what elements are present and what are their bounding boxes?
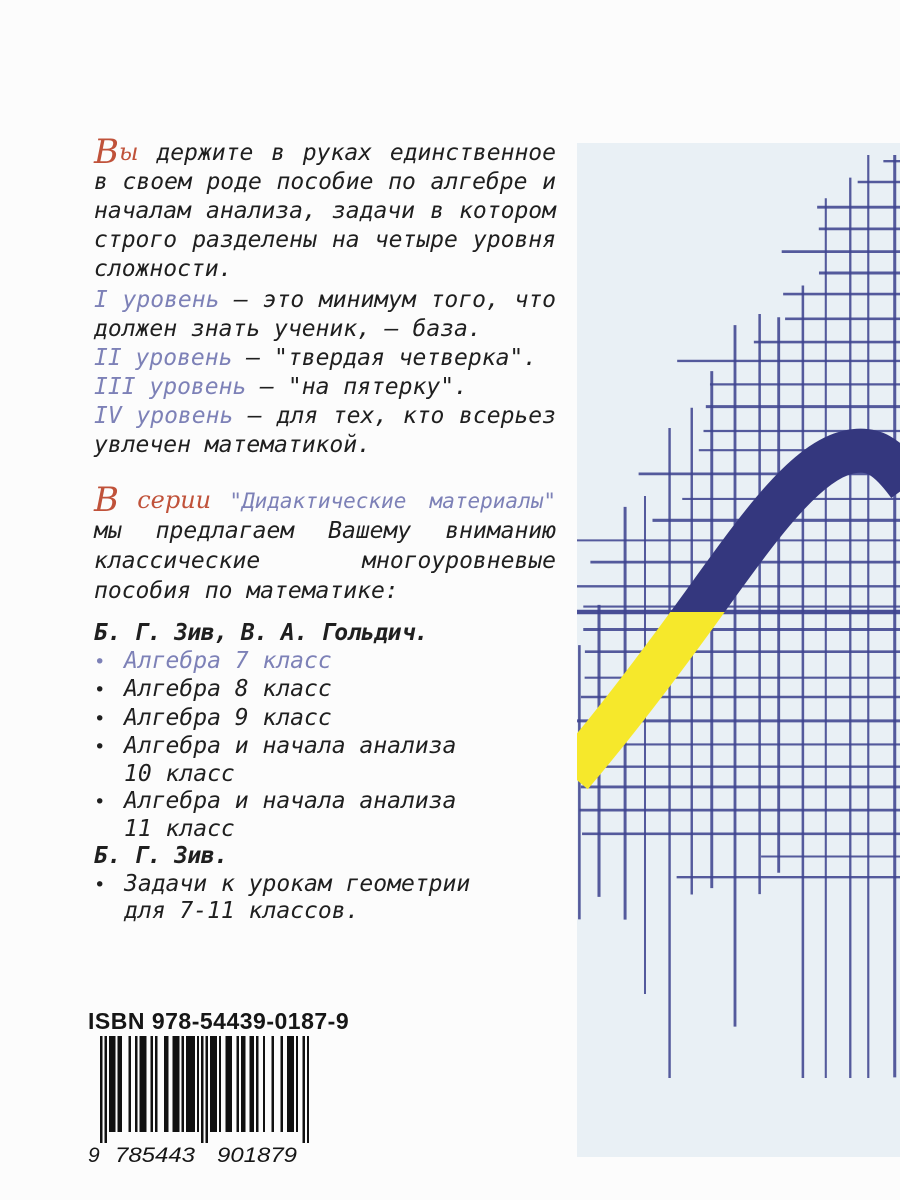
level-text: — это минимум того, что должен знать уче…	[94, 287, 556, 342]
intro-paragraph: Вы держите в руках единственное в своем …	[94, 135, 556, 284]
level-label: I уровень	[94, 287, 220, 313]
barcode-bar	[256, 1036, 259, 1132]
barcode-digits: 901879	[217, 1144, 297, 1167]
barcode-bar	[302, 1036, 305, 1143]
barcode-digits: 9	[88, 1144, 100, 1167]
barcode-bar	[306, 1036, 310, 1143]
book-list-item: • Алгебра 7 класс	[94, 648, 556, 677]
barcode-bar	[196, 1036, 200, 1132]
level-label: III уровень	[94, 374, 247, 400]
level-line: IV уровень — для тех, кто всерьез увлече…	[94, 402, 556, 460]
barcode-bar	[240, 1036, 246, 1132]
curve-navy-segment	[670, 428, 900, 612]
level-text: — для тех, кто всерьез увлечен математик…	[94, 403, 556, 458]
levels-list: I уровень — это минимум того, что должен…	[94, 286, 556, 460]
book-title: Алгебра 8 класс	[124, 676, 332, 702]
books-list: Б. Г. Зив, В. А. Гольдич. • Алгебра 7 кл…	[94, 620, 556, 926]
barcode-bar	[155, 1036, 158, 1132]
book-list-item: • Алгебра и начала анализа 11 класс	[94, 788, 556, 843]
book-author-2: Б. Г. Зив.	[94, 843, 228, 869]
barcode-bar	[249, 1036, 255, 1132]
barcode-bar	[218, 1036, 222, 1132]
series-paragraph: В серии "Дидактические материалы" мы пре…	[94, 483, 556, 606]
bullet-icon: •	[94, 650, 106, 673]
barcode-bar	[295, 1036, 299, 1132]
level-line: III уровень — "на пятерку".	[94, 373, 556, 402]
barcode-bar	[271, 1036, 274, 1132]
isbn-label: ISBN 978-54439-0187-9	[88, 1008, 350, 1034]
book-list-item: • Алгебра 9 класс	[94, 705, 556, 734]
series-title-quote: "Дидактические материалы"	[229, 489, 556, 513]
book-title: Алгебра и начала анализа 10 класс	[124, 733, 457, 787]
level-label: IV уровень	[94, 403, 234, 429]
level-label: II уровень	[94, 345, 233, 371]
level-line: II уровень — "твердая четверка".	[94, 344, 556, 373]
graph-grid-artwork	[577, 143, 900, 1157]
series-lead: серии	[119, 486, 230, 514]
cover-text-column: Вы держите в руках единственное в своем …	[94, 135, 556, 926]
barcode-digits: 785443	[115, 1144, 195, 1167]
barcode-bar	[185, 1036, 195, 1132]
series-drop-cap: В	[94, 480, 119, 520]
barcode-bar	[225, 1036, 233, 1132]
bullet-icon: •	[94, 873, 106, 896]
bullet-icon: •	[94, 736, 106, 758]
barcode-bar	[201, 1036, 204, 1143]
barcode-bar	[117, 1036, 123, 1132]
barcode-bar	[108, 1036, 116, 1132]
barcode-bar	[139, 1036, 147, 1132]
level-text: — "твердая четверка".	[232, 345, 538, 371]
barcode-bar	[210, 1036, 217, 1132]
level-text: — "на пятерку".	[246, 374, 468, 400]
bullet-icon: •	[94, 707, 106, 730]
book-title: Алгебра 9 класс	[124, 704, 332, 731]
book-list-item: • Задачи к урокам геометрии для 7-11 клас…	[94, 871, 556, 926]
barcode-bar	[287, 1036, 294, 1132]
book-title: Алгебра 7 класс	[124, 647, 332, 674]
barcode-bar	[163, 1036, 169, 1132]
book-author-1: Б. Г. Зив, В. А. Гольдич.	[94, 620, 428, 646]
barcode-bar	[205, 1036, 208, 1143]
barcode-bar	[262, 1036, 266, 1132]
barcode-bar	[104, 1036, 107, 1143]
barcode-bar	[100, 1036, 103, 1143]
level-line: I уровень — это минимум того, что должен…	[94, 286, 556, 344]
barcode-bar	[128, 1036, 131, 1132]
barcode-bar	[135, 1036, 138, 1132]
barcode-bar	[150, 1036, 153, 1132]
bullet-icon: •	[94, 791, 106, 813]
barcode-bar	[280, 1036, 283, 1132]
barcode-bar	[181, 1036, 184, 1132]
ean13-barcode: 9 785443 901879	[88, 1036, 310, 1167]
bullet-icon: •	[94, 679, 106, 701]
curve-yellow-segment	[577, 612, 725, 790]
barcode-bar	[172, 1036, 180, 1132]
intro-drop-cap: В	[94, 132, 119, 172]
barcode-bar	[236, 1036, 239, 1132]
book-list-item: • Алгебра 8 класс	[94, 676, 556, 705]
book-title: Алгебра и начала анализа 11 класс	[124, 788, 457, 842]
intro-lead: ы	[119, 138, 139, 166]
intro-text: держите в руках единственное в своем род…	[94, 140, 556, 282]
book-title: Задачи к урокам геометрии для 7-11 классо…	[124, 870, 471, 925]
book-list-item: • Алгебра и начала анализа 10 класс	[94, 733, 556, 788]
series-text: мы предлагаем Вашему вниманию классическ…	[94, 518, 556, 604]
